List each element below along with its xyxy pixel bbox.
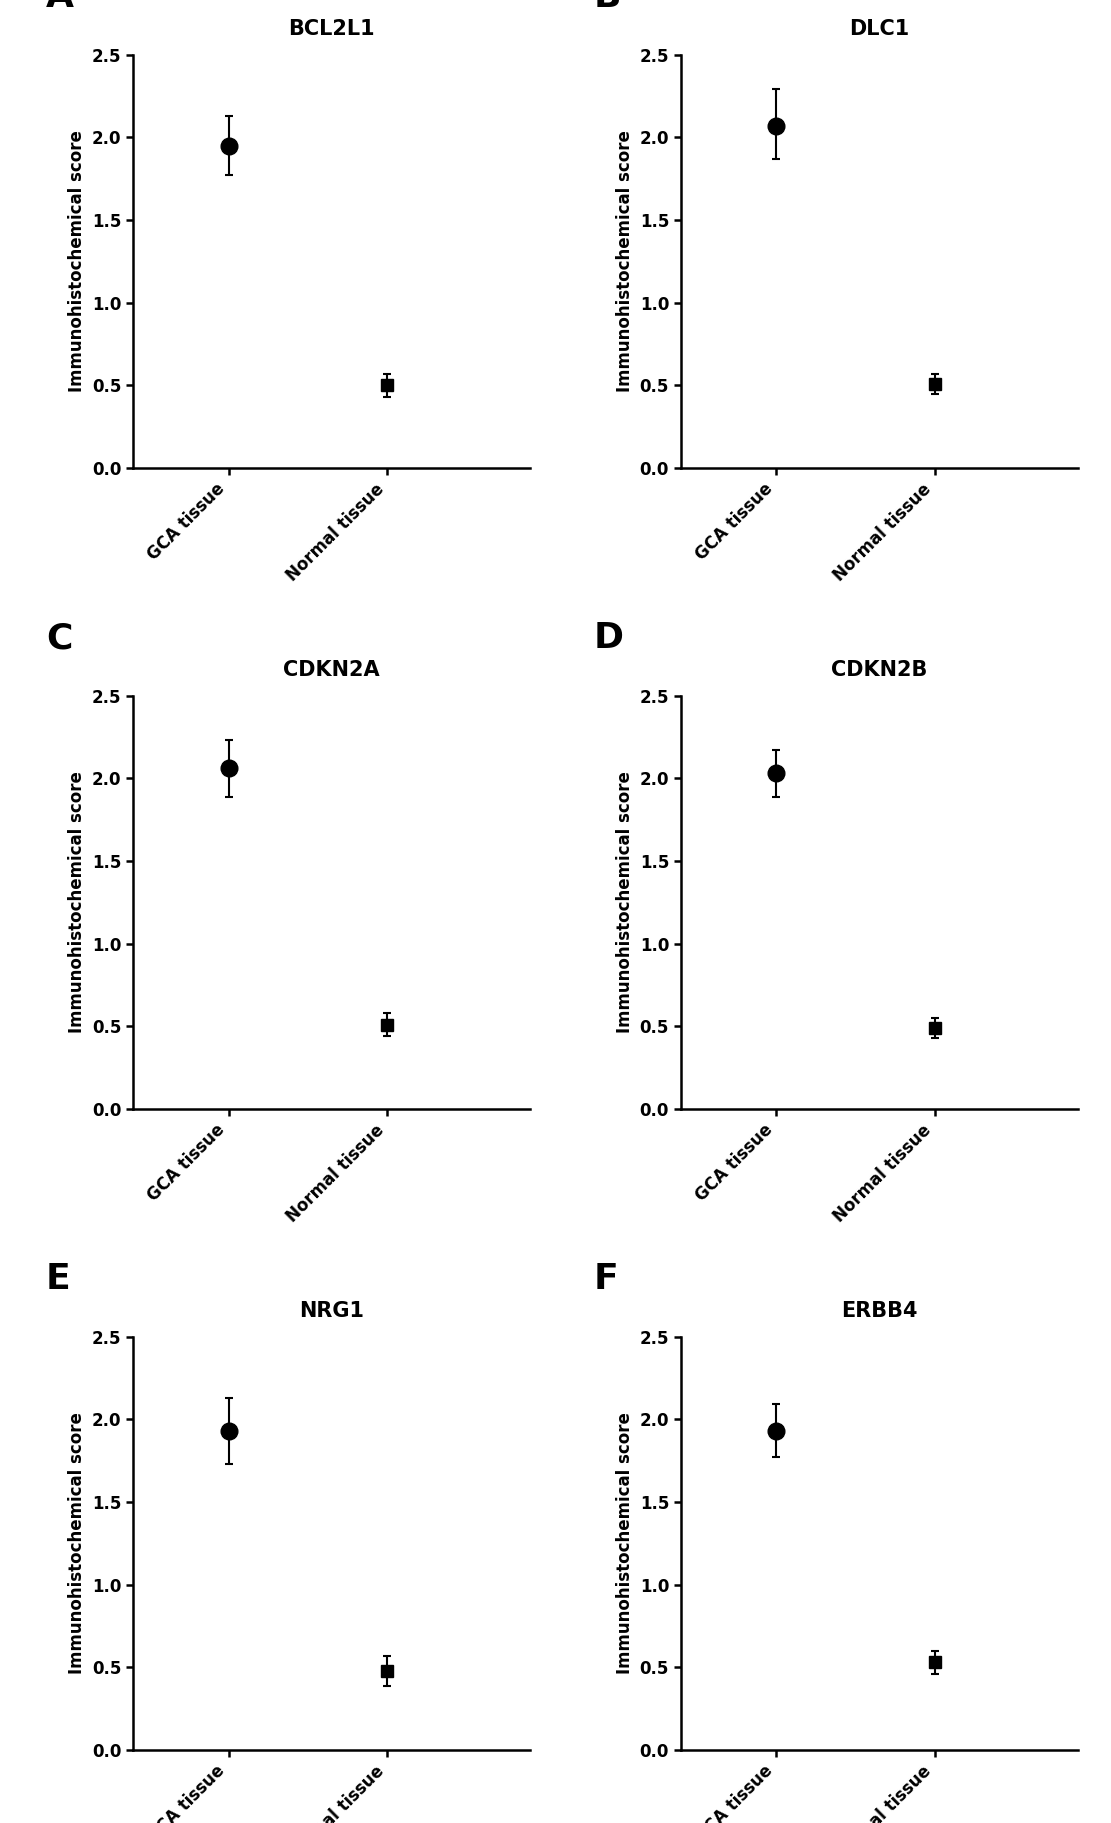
Y-axis label: Immunohistochemical score: Immunohistochemical score [69, 1413, 87, 1674]
Y-axis label: Immunohistochemical score: Immunohistochemical score [69, 771, 87, 1034]
Y-axis label: Immunohistochemical score: Immunohistochemical score [615, 131, 634, 392]
Text: D: D [593, 622, 623, 654]
Text: C: C [46, 622, 72, 654]
Y-axis label: Immunohistochemical score: Immunohistochemical score [615, 1413, 634, 1674]
Text: A: A [46, 0, 74, 15]
Title: CDKN2B: CDKN2B [831, 660, 928, 680]
Text: B: B [593, 0, 621, 15]
Title: DLC1: DLC1 [849, 20, 910, 40]
Y-axis label: Immunohistochemical score: Immunohistochemical score [615, 771, 634, 1034]
Text: F: F [593, 1262, 619, 1296]
Title: CDKN2A: CDKN2A [283, 660, 380, 680]
Y-axis label: Immunohistochemical score: Immunohistochemical score [69, 131, 87, 392]
Title: NRG1: NRG1 [299, 1302, 364, 1322]
Title: BCL2L1: BCL2L1 [289, 20, 376, 40]
Title: ERBB4: ERBB4 [841, 1302, 918, 1322]
Text: E: E [46, 1262, 71, 1296]
